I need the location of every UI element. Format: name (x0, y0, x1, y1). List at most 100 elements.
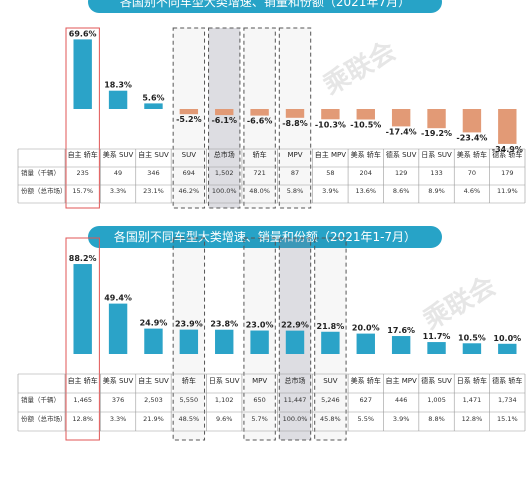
share-value: 5.8% (287, 187, 304, 195)
data-label: 88.2% (69, 254, 97, 263)
data-label: 23.0% (246, 321, 274, 330)
highlight-box (208, 27, 241, 209)
category-label: 德系 轿车 (492, 376, 522, 385)
share-value: 100.0% (212, 187, 237, 195)
category-label: 日系 SUV (209, 376, 240, 385)
share-value: 4.6% (464, 187, 481, 195)
watermark: 乘联会 (318, 36, 401, 101)
bar (321, 331, 340, 354)
bar (391, 336, 411, 354)
category-label: SUV (182, 151, 197, 159)
highlight-box (172, 237, 206, 441)
share-value: 3.3% (110, 187, 127, 195)
data-label: 49.4% (104, 294, 132, 303)
bar (285, 330, 305, 354)
bar (215, 329, 234, 354)
category-label: 自主 SUV (138, 150, 169, 159)
highlight-box-red (65, 237, 100, 441)
bar (285, 109, 305, 118)
chart-title-top: 各国别不同车型大类增速、销量和份额（2021年7月） (88, 0, 442, 13)
share-value: 8.9% (428, 187, 445, 195)
sales-value: 5,246 (321, 396, 340, 404)
highlight-box (172, 27, 206, 209)
sales-value: 204 (360, 169, 372, 177)
share-value: 12.8% (462, 415, 483, 423)
bar (427, 109, 446, 129)
share-value: 100.0% (283, 415, 308, 423)
share-value: 8.6% (393, 187, 410, 195)
category-label: 自主 轿车 (68, 150, 98, 159)
bar (250, 109, 269, 116)
category-label: MPV (252, 377, 267, 385)
sales-value: 721 (253, 169, 265, 177)
sales-value: 11,447 (284, 396, 307, 404)
bar (427, 342, 446, 354)
category-label: 轿车 (253, 150, 267, 159)
share-value: 3.3% (110, 415, 127, 423)
category-label: 美系 轿车 (457, 150, 487, 159)
highlight-box-red (65, 27, 100, 209)
share-value: 5.5% (358, 415, 375, 423)
category-label: 日系 SUV (421, 150, 452, 159)
sales-value: 650 (253, 396, 265, 404)
share-value: 15.7% (72, 187, 93, 195)
data-label: -34.9% (492, 145, 523, 154)
share-value: 48.0% (249, 187, 270, 195)
bar (250, 330, 269, 354)
sales-value: 2,503 (144, 396, 163, 404)
sales-value: 179 (501, 169, 513, 177)
sales-value: 1,502 (215, 169, 234, 177)
category-label: 自主 轿车 (68, 376, 98, 385)
share-value: 8.8% (428, 415, 445, 423)
category-label: 自主 MPV (315, 150, 346, 159)
bar (108, 90, 128, 109)
sales-value: 446 (395, 396, 407, 404)
share-value: 45.8% (320, 415, 341, 423)
row-label-sales: 销量（千辆） (21, 395, 60, 404)
data-label: -10.5% (350, 121, 381, 130)
highlight-box (243, 27, 276, 209)
row-label-share: 份额（总市场） (21, 186, 67, 195)
share-value: 48.5% (179, 415, 200, 423)
category-label: SUV (323, 377, 338, 385)
sales-value: 1,005 (427, 396, 446, 404)
sales-value: 235 (76, 169, 88, 177)
data-label: 10.0% (493, 334, 521, 343)
sales-value: 70 (468, 169, 476, 177)
sales-value: 1,465 (73, 396, 92, 404)
sales-value: 5,550 (180, 396, 199, 404)
category-label: 总市场 (214, 150, 235, 159)
category-label: 德系 SUV (386, 150, 417, 159)
sales-value: 49 (114, 169, 122, 177)
data-label: 11.7% (423, 332, 451, 341)
sales-value: 87 (291, 169, 299, 177)
row-label-sales: 销量（千辆） (21, 168, 60, 177)
data-label: 17.6% (387, 326, 415, 335)
sales-value: 346 (147, 169, 159, 177)
category-label: 美系 轿车 (351, 376, 381, 385)
category-label: 美系 轿车 (351, 150, 381, 159)
data-label: 10.5% (458, 333, 486, 342)
chart-title-bottom: 各国别不同车型大类增速、销量和份额（2021年1-7月） (88, 226, 442, 248)
bar (356, 333, 375, 354)
data-label: 69.6% (69, 29, 97, 38)
row-label-share: 份额（总市场） (21, 414, 67, 423)
share-value: 3.9% (393, 415, 410, 423)
share-value: 5.7% (251, 415, 268, 423)
sales-value: 694 (183, 169, 195, 177)
bar (321, 109, 340, 120)
sales-value: 1,471 (463, 396, 482, 404)
data-label: 20.0% (352, 324, 380, 333)
data-label: 18.3% (104, 81, 132, 90)
bar (108, 303, 128, 354)
category-label: 德系 轿车 (492, 150, 522, 159)
highlight-box (243, 237, 276, 441)
data-label: -6.1% (211, 116, 237, 125)
category-label: 总市场 (285, 376, 306, 385)
category-label: 轿车 (182, 376, 196, 385)
data-label: 21.8% (317, 322, 345, 331)
bar (498, 343, 517, 354)
highlight-box (278, 27, 312, 209)
category-label: 美系 SUV (103, 150, 134, 159)
